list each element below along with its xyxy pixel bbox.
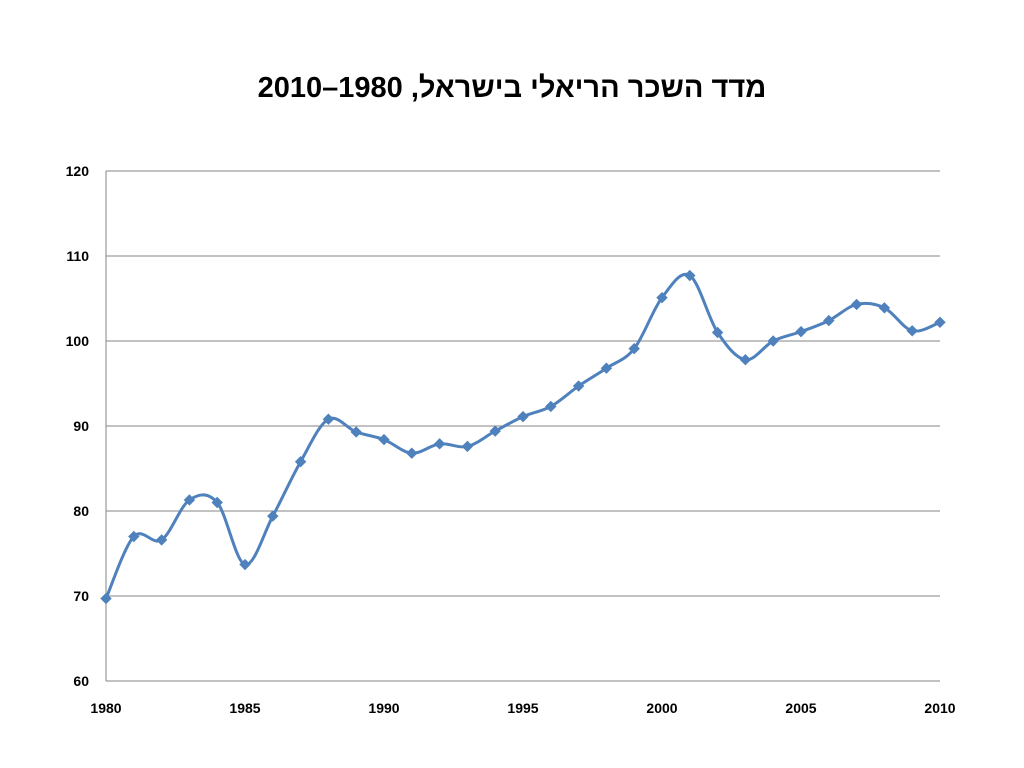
x-tick-label: 1990 (368, 700, 399, 716)
y-tick-label: 120 (66, 163, 90, 179)
x-tick-label: 2000 (646, 700, 677, 716)
data-point-marker (183, 494, 196, 506)
data-point-marker (656, 291, 668, 304)
data-point-marker (155, 534, 168, 546)
data-point-marker (906, 325, 918, 337)
y-tick-label: 110 (66, 248, 89, 264)
data-point-marker (128, 530, 140, 543)
data-point-marker (739, 353, 752, 366)
data-point-marker (878, 302, 891, 314)
data-point-marker (322, 413, 335, 425)
data-point-marker (850, 298, 863, 311)
x-tick-label: 1980 (90, 700, 121, 716)
data-point-marker (461, 440, 474, 453)
data-point-marker (489, 425, 501, 437)
data-point-marker (934, 316, 946, 329)
data-point-marker (517, 410, 529, 423)
series-line (104, 272, 941, 600)
data-point-marker (239, 558, 251, 571)
data-point-marker (100, 592, 112, 605)
data-point-marker (684, 269, 696, 282)
data-point-marker (795, 325, 807, 338)
data-point-marker (711, 326, 724, 339)
x-tick-label: 2010 (924, 700, 955, 716)
data-point-marker (350, 426, 362, 438)
y-tick-label: 100 (66, 333, 90, 349)
y-tick-label: 70 (73, 588, 89, 604)
x-tick-label: 1995 (507, 700, 538, 716)
data-point-marker (378, 433, 390, 446)
y-tick-label: 60 (73, 673, 89, 689)
data-point-marker (767, 335, 779, 347)
data-point-marker (433, 438, 446, 450)
data-point-marker (600, 362, 613, 374)
chart-title: מדד השכר הריאלי בישראל, 1980–2010 (257, 72, 767, 104)
data-point-marker (267, 510, 279, 522)
data-point-marker (211, 496, 223, 509)
data-point-marker (572, 380, 585, 392)
data-point-marker (545, 400, 557, 413)
y-tick-label: 80 (73, 503, 89, 519)
data-point-marker (823, 314, 835, 327)
x-tick-label: 2005 (785, 700, 816, 716)
x-tick-label: 1985 (229, 700, 260, 716)
data-point-marker (294, 455, 307, 468)
data-point-marker (406, 447, 418, 459)
data-point-marker (628, 342, 640, 355)
y-tick-label: 90 (73, 418, 89, 434)
